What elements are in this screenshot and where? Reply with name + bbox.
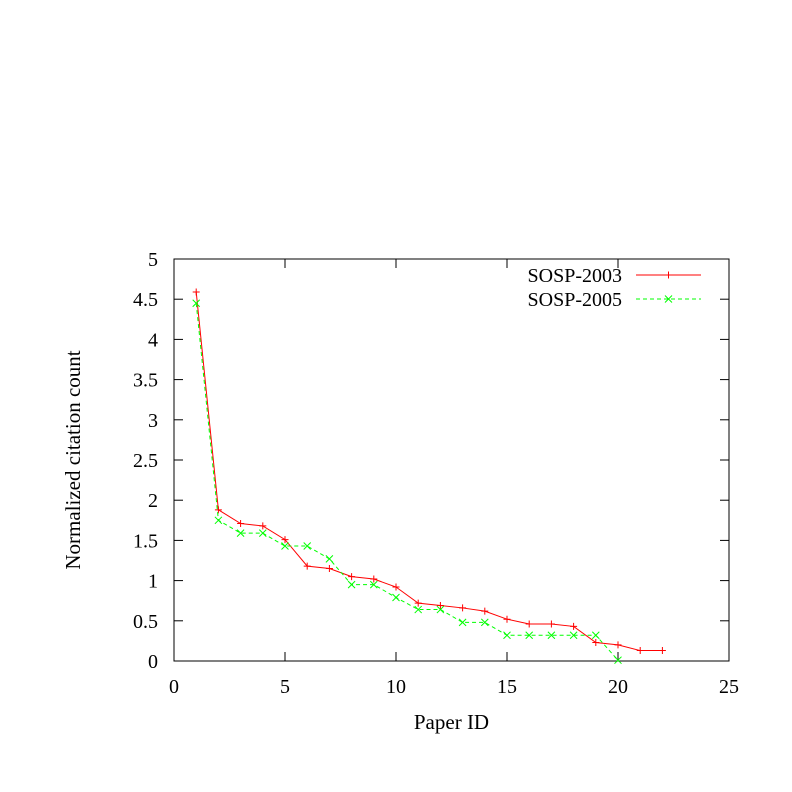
- series-sosp-2005: [192, 299, 622, 665]
- y-tick-label: 3: [148, 410, 158, 432]
- data-point: [347, 580, 356, 589]
- data-point: [348, 573, 356, 581]
- data-point: [570, 622, 578, 630]
- y-tick-label: 1.5: [133, 530, 158, 552]
- data-point: [547, 631, 556, 640]
- series-line: [195, 291, 663, 652]
- x-axis-ticks: 0 5 10 15 20 25: [169, 259, 739, 698]
- data-point: [214, 506, 222, 514]
- y-tick-label: 0.5: [133, 611, 158, 633]
- y-tick-label: 1: [148, 571, 158, 593]
- data-point: [214, 516, 223, 525]
- data-point: [258, 529, 267, 538]
- data-point: [665, 271, 672, 279]
- legend-label: SOSP-2005: [528, 289, 622, 311]
- data-point: [458, 618, 467, 627]
- legend-entry-sosp-2003: SOSP-2003: [528, 265, 701, 287]
- data-point: [237, 520, 245, 528]
- data-point: [325, 565, 333, 573]
- legend-entry-sosp-2005: SOSP-2005: [528, 289, 701, 311]
- data-point: [658, 647, 666, 655]
- series-line: [195, 303, 619, 661]
- data-point: [664, 295, 673, 303]
- x-tick-label: 25: [719, 676, 739, 698]
- data-point: [614, 656, 622, 665]
- series-sosp-2003: [192, 288, 666, 655]
- plot-frame: [173, 258, 730, 662]
- data-point: [303, 562, 311, 570]
- x-axis-label: Paper ID: [414, 710, 489, 734]
- data-point: [436, 602, 444, 610]
- y-tick-label: 0: [148, 651, 158, 673]
- data-point: [481, 607, 489, 615]
- data-point: [525, 620, 533, 628]
- data-point: [503, 615, 511, 623]
- data-point: [303, 542, 312, 550]
- y-tick-label: 5: [148, 249, 158, 271]
- y-tick-label: 4.5: [133, 289, 158, 311]
- data-point: [547, 620, 555, 628]
- data-point: [436, 605, 445, 614]
- x-tick-label: 5: [280, 676, 290, 698]
- series-layer: [192, 288, 666, 665]
- data-point: [236, 529, 245, 538]
- data-point: [525, 631, 534, 640]
- data-point: [259, 522, 267, 530]
- y-axis-label: Normalized citation count: [61, 350, 85, 569]
- data-point: [414, 605, 423, 614]
- data-point: [281, 542, 289, 550]
- data-point: [480, 618, 489, 627]
- y-axis-ticks: 0 0.5 1 1.5 2 2.5 3 3.5 4 4.5 5: [133, 249, 729, 673]
- data-point: [369, 580, 378, 589]
- data-point: [281, 536, 289, 544]
- x-tick-label: 20: [608, 676, 628, 698]
- data-point: [392, 593, 400, 602]
- y-tick-label: 2.5: [133, 450, 158, 472]
- data-point: [414, 599, 422, 607]
- data-point: [392, 583, 400, 591]
- data-point: [325, 555, 334, 563]
- y-tick-label: 4: [148, 329, 158, 351]
- y-tick-label: 3.5: [133, 370, 158, 392]
- data-point: [192, 299, 201, 308]
- x-tick-label: 10: [386, 676, 406, 698]
- x-tick-label: 0: [169, 676, 179, 698]
- data-point: [636, 647, 644, 655]
- data-point: [591, 631, 600, 640]
- data-point: [614, 641, 622, 649]
- legend-label: SOSP-2003: [528, 265, 622, 287]
- data-point: [569, 631, 578, 640]
- data-point: [503, 631, 511, 640]
- data-point: [592, 639, 600, 647]
- y-tick-label: 2: [148, 490, 158, 512]
- data-point: [192, 288, 200, 296]
- data-point: [370, 575, 378, 583]
- data-point: [459, 604, 467, 612]
- x-tick-label: 15: [497, 676, 517, 698]
